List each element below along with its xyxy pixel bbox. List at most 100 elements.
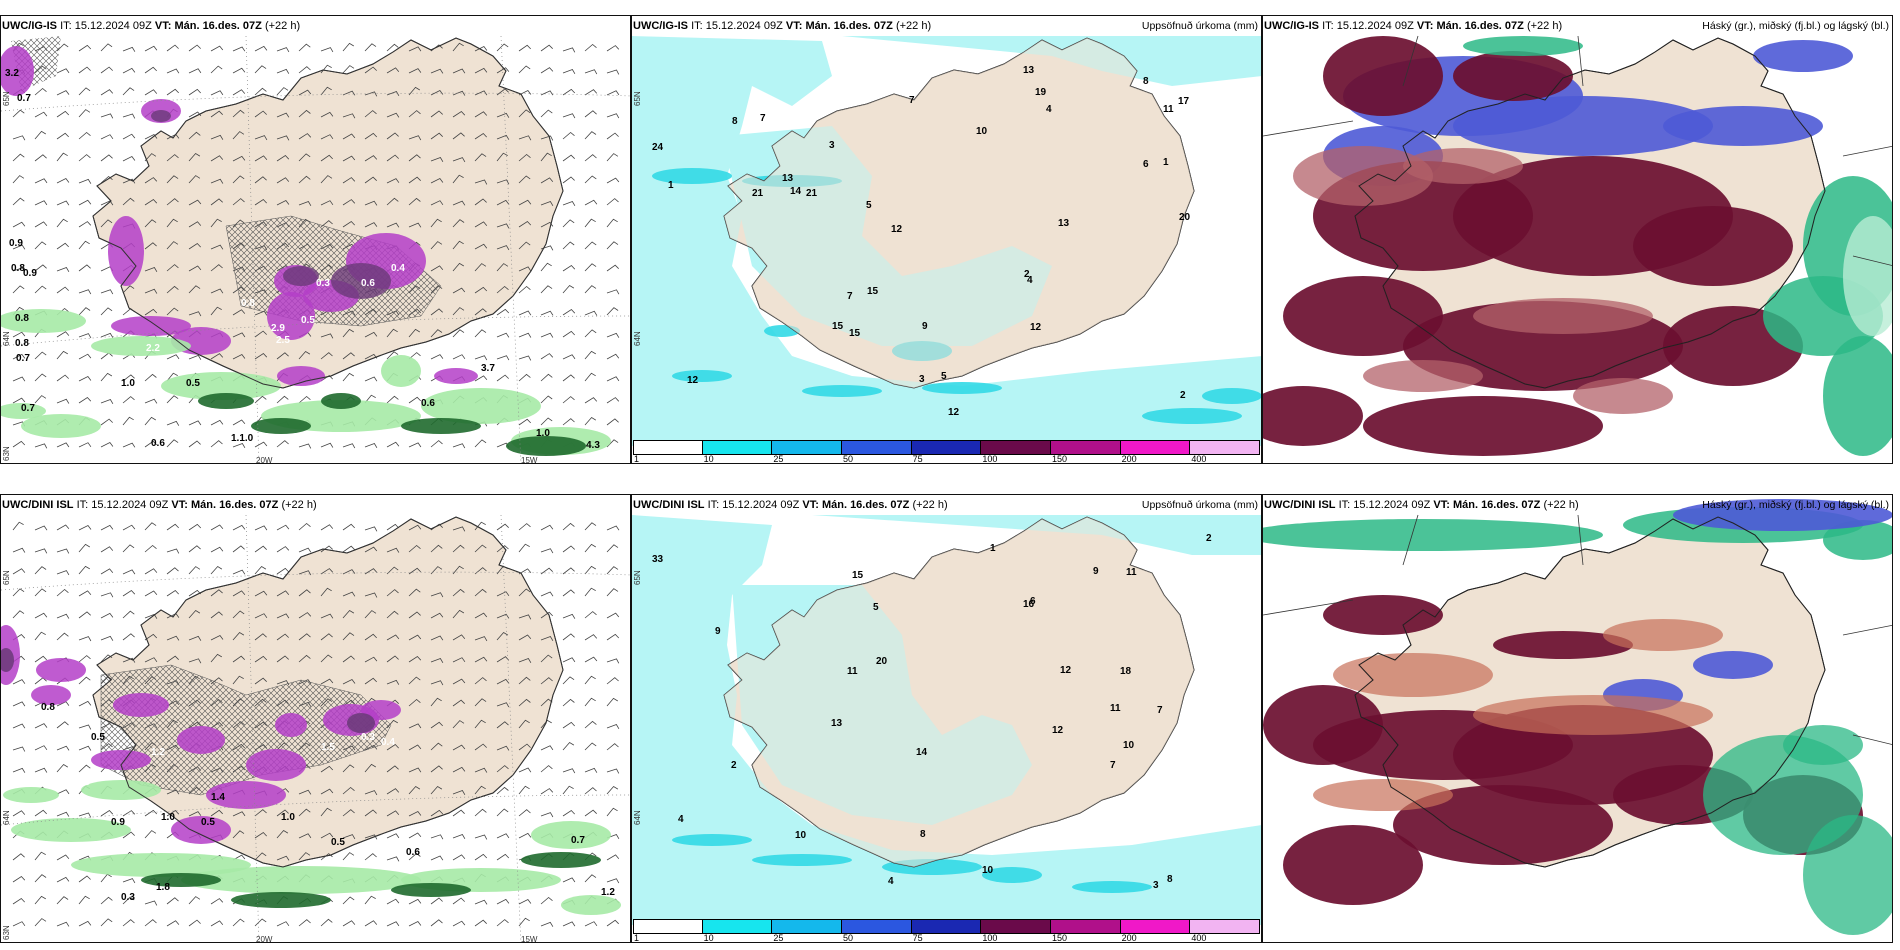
precip-value-label: 12: [891, 224, 903, 235]
precip-value-label: 7: [909, 95, 915, 106]
value-label: 0.9: [111, 817, 125, 828]
field-title: Háský (gr.), miðský (fj.bl.) og lágský (…: [1702, 499, 1889, 511]
value-label: 1.2: [601, 887, 615, 898]
value-label: 4.3: [586, 440, 600, 451]
it-time: 15.12.2024 09Z: [74, 20, 152, 32]
value-label: 0.5: [301, 315, 315, 326]
lead-time: (+22 h): [1543, 499, 1579, 511]
precip-value-label: 18: [1120, 666, 1132, 677]
grid-label: 65N: [633, 91, 642, 106]
vt-label: VT:: [802, 499, 819, 511]
precip-value-label: 5: [866, 200, 872, 211]
panel-header: UWC/DINI ISL IT: 15.12.2024 09Z VT: Mán.…: [633, 495, 1259, 515]
lead-time: (+22 h): [1526, 20, 1563, 32]
panel-header: UWC/DINI ISL IT: 15.12.2024 09Z VT: Mán.…: [1264, 495, 1890, 515]
precip-value-label: 12: [687, 375, 699, 386]
value-label: 0.6: [361, 278, 375, 289]
value-label: 0.8: [41, 702, 55, 713]
model-name: UWC/DINI ISL: [1264, 499, 1336, 511]
grid-label: 15W: [521, 935, 538, 943]
colorbar-swatch: [633, 919, 703, 934]
colorbar-tick-label: 150: [1051, 454, 1068, 464]
value-label: 0.7: [21, 403, 35, 414]
precip-value-label: 10: [982, 865, 994, 876]
precip-value-label: 3: [829, 140, 835, 151]
colorbar-swatch: [981, 440, 1051, 455]
it-label: IT:: [1338, 499, 1351, 511]
precip-value-label: 17: [1178, 96, 1190, 107]
colorbar-swatch: [633, 440, 703, 455]
precip-value-label: 13: [831, 718, 843, 729]
precip-value-label: 2: [1024, 269, 1030, 280]
colorbar-frame: [633, 919, 1260, 934]
precip-value-label: 9: [1093, 566, 1099, 577]
precip-value-label: 6: [1143, 159, 1149, 170]
colorbar-tick-label: 1: [634, 454, 640, 464]
grid-label: 65N: [2, 91, 11, 106]
precip-value-label: 2: [1180, 390, 1186, 401]
precip-value-label: 2: [731, 760, 737, 771]
model-name: UWC/DINI ISL: [633, 499, 705, 511]
vt-label: VT:: [1433, 499, 1450, 511]
precip-value-label: 7: [760, 113, 766, 124]
vt-time: Mán. 16.des. 07Z: [805, 20, 893, 32]
colorbar-tick-label: 200: [1121, 454, 1137, 464]
value-label: 2.2: [146, 343, 160, 354]
precip-value-label: 8: [1167, 874, 1173, 885]
it-time: 15.12.2024 09Z: [91, 499, 169, 511]
map-accumulated-precip: 65N64N2413151121151486713108413125732117…: [632, 16, 1261, 463]
colorbar-frame: [633, 440, 1260, 455]
it-label: IT:: [1322, 20, 1334, 32]
precip-value-label: 7: [1110, 760, 1116, 771]
precip-value-label: 10: [1123, 740, 1135, 751]
value-label: 0.5: [91, 732, 105, 743]
precip-value-label: 19: [1035, 87, 1047, 98]
precip-value-label: 14: [916, 747, 928, 758]
grid-label: 15W: [521, 456, 538, 464]
value-label: 0.5: [201, 817, 215, 828]
precip-value-label: 5: [873, 602, 879, 613]
value-label: 0.8: [15, 313, 29, 324]
value-label: 0.8: [241, 298, 255, 309]
precip-value-label: 6: [1030, 596, 1036, 607]
value-label: 3.2: [5, 68, 19, 79]
colorbar-swatch: [772, 919, 842, 934]
value-label: 1.0: [281, 812, 295, 823]
colorbar-tick-label: 400: [1191, 933, 1207, 943]
precip-value-label: 1: [1163, 157, 1169, 168]
value-label: 2.9: [271, 323, 285, 334]
value-label: 0.8: [15, 338, 29, 349]
colorbar-tick-label: 10: [703, 933, 714, 943]
precip-value-label: 11: [1126, 567, 1137, 578]
precip-value-label: 3: [1153, 880, 1159, 891]
precip-value-label: 4: [888, 876, 894, 887]
precip-value-label: 3: [919, 374, 925, 385]
it-label: IT:: [76, 499, 89, 511]
panel-header: UWC/DINI ISL IT: 15.12.2024 09Z VT: Mán.…: [2, 495, 628, 515]
colorbar-tick-label: 100: [982, 454, 998, 464]
panel-top-mid: UWC/IG-IS IT: 15.12.2024 09Z VT: Mán. 16…: [631, 15, 1262, 464]
grid-label: 63N: [2, 925, 11, 940]
precip-value-label: 15: [832, 321, 844, 332]
vt-time: Mán. 16.des. 07Z: [174, 20, 262, 32]
precip-value-label: 16: [1023, 599, 1035, 610]
panel-bottom-left: UWC/DINI ISL IT: 15.12.2024 09Z VT: Mán.…: [0, 494, 631, 943]
model-name: UWC/IG-IS: [2, 20, 57, 32]
precip-value-label: 21: [806, 188, 818, 199]
precip-value-label: 33: [652, 554, 664, 565]
map-accumulated-precip: 65N64N3329107811121314181620151210976543…: [632, 495, 1261, 942]
colorbar-tick-label: 100: [982, 933, 998, 943]
panel-top-right: UWC/IG-IS IT: 15.12.2024 09Z VT: Mán. 16…: [1262, 15, 1893, 464]
value-label: 3.7: [481, 363, 495, 374]
value-label: 0.4: [391, 263, 405, 274]
vt-label: VT:: [154, 20, 172, 32]
lead-time: (+22 h): [912, 499, 948, 511]
precip-value-label: 14: [790, 186, 802, 197]
colorbar-tick-label: 1: [634, 933, 640, 943]
precip-value-label: 2: [1206, 533, 1212, 544]
precip-value-label: 21: [752, 188, 764, 199]
value-label: 0.5: [186, 378, 200, 389]
precip-value-label: 1: [668, 180, 674, 191]
colorbar-tick-label: 50: [842, 933, 853, 943]
